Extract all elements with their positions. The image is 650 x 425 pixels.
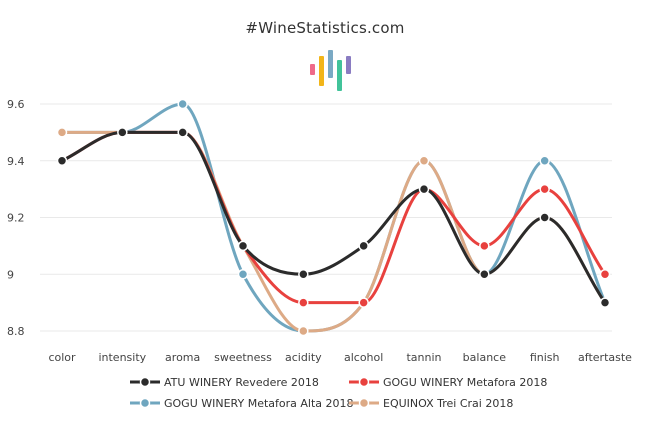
y-tick-label: 9.2 xyxy=(7,212,25,225)
data-point xyxy=(358,297,369,308)
data-point xyxy=(117,127,128,138)
logo-bar-3 xyxy=(328,50,333,78)
x-tick-label: intensity xyxy=(98,351,146,364)
series-line xyxy=(60,130,607,305)
logo-bar-2 xyxy=(319,56,324,86)
data-point xyxy=(237,240,249,252)
data-point xyxy=(539,155,550,166)
legend-label: ATU WINERY Revedere 2018 xyxy=(164,376,319,389)
legend-item[interactable]: EQUINOX Trei Crai 2018 xyxy=(349,397,513,410)
data-point xyxy=(56,155,68,166)
x-tick-label: color xyxy=(48,351,76,364)
data-point xyxy=(298,269,309,280)
x-tick-label: aftertaste xyxy=(578,351,632,364)
data-point xyxy=(298,325,309,337)
legend-item[interactable]: ATU WINERY Revedere 2018 xyxy=(130,376,319,389)
y-tick-label: 9.6 xyxy=(7,98,25,111)
data-point xyxy=(539,212,550,223)
grid-lines xyxy=(40,103,612,332)
y-axis-ticks: 8.8 9 9.2 9.4 9.6 xyxy=(7,98,25,338)
x-tick-label: tannin xyxy=(406,351,441,364)
data-point xyxy=(418,155,430,166)
legend: ATU WINERY Revedere 2018 GOGU WINERY Meta… xyxy=(130,376,547,410)
data-point xyxy=(539,183,550,195)
x-axis-ticks: color intensity aroma sweetness acidity alcoh… xyxy=(48,351,632,364)
legend-label: GOGU WINERY Metafora 2018 xyxy=(383,376,547,389)
legend-label: EQUINOX Trei Crai 2018 xyxy=(383,397,513,410)
legend-label: GOGU WINERY Metafora Alta 2018 xyxy=(164,397,354,410)
data-point xyxy=(479,240,490,252)
x-tick-label: aroma xyxy=(165,351,200,364)
series-lines xyxy=(56,98,611,337)
legend-swatch-marker xyxy=(358,376,370,388)
series-1 xyxy=(56,127,611,308)
x-tick-label: sweetness xyxy=(214,351,272,364)
logo-bar-4 xyxy=(337,60,342,91)
legend-swatch-marker xyxy=(139,376,151,388)
logo-bar-5 xyxy=(346,56,351,74)
data-point xyxy=(418,183,430,195)
legend-item[interactable]: GOGU WINERY Metafora Alta 2018 xyxy=(130,397,354,410)
y-tick-label: 8.8 xyxy=(7,325,25,338)
data-point xyxy=(358,240,369,252)
data-point xyxy=(177,98,188,110)
chart-title: #WineStatistics.com xyxy=(245,19,405,37)
logo-bar-1 xyxy=(310,64,315,75)
x-tick-label: balance xyxy=(463,351,507,364)
data-point xyxy=(479,269,490,280)
x-tick-label: finish xyxy=(530,351,560,364)
data-point xyxy=(599,269,611,280)
wine-statistics-logo-icon xyxy=(310,50,351,91)
data-point xyxy=(237,269,249,280)
legend-item[interactable]: GOGU WINERY Metafora 2018 xyxy=(349,376,547,389)
data-point xyxy=(177,127,188,138)
y-tick-label: 9 xyxy=(7,268,14,281)
x-tick-label: acidity xyxy=(285,351,322,364)
x-tick-label: alcohol xyxy=(344,351,383,364)
data-point xyxy=(56,127,68,138)
data-point xyxy=(599,297,611,308)
data-point xyxy=(298,297,309,308)
y-tick-label: 9.4 xyxy=(7,155,25,168)
legend-swatch-marker xyxy=(358,397,370,409)
legend-swatch-marker xyxy=(139,397,151,409)
